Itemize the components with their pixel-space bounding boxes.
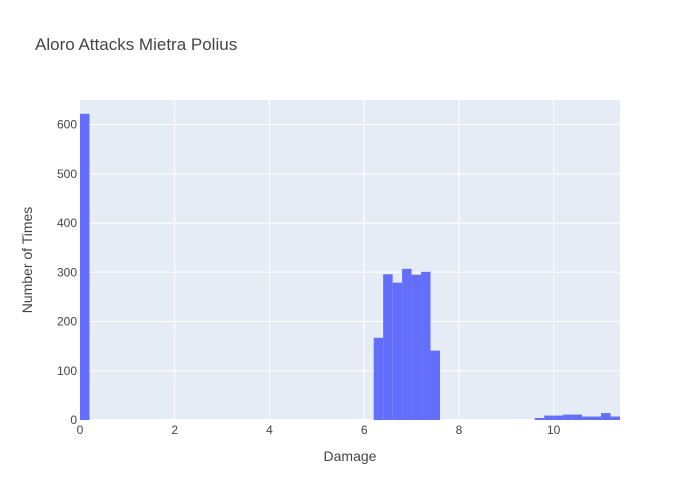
histogram-bar — [572, 414, 583, 420]
plot-area — [80, 100, 620, 420]
chart-title: Aloro Attacks Mietra Polius — [35, 35, 237, 54]
x-tick-label: 6 — [361, 423, 368, 437]
histogram-bar — [553, 415, 564, 420]
x-tick-label: 10 — [547, 423, 561, 437]
y-tick-label: 100 — [57, 364, 77, 378]
x-tick-label: 8 — [456, 423, 463, 437]
histogram-bar — [430, 350, 440, 420]
x-tick-label: 4 — [266, 423, 273, 437]
y-tick-label: 0 — [70, 413, 77, 427]
histogram-bar — [601, 413, 611, 420]
y-tick-label: 500 — [57, 167, 77, 181]
histogram-bar — [383, 274, 393, 420]
x-tick-label: 2 — [171, 423, 178, 437]
histogram-bar — [534, 418, 545, 420]
x-axis-title: Damage — [324, 448, 377, 464]
y-tick-label: 300 — [57, 265, 77, 279]
histogram-bar — [582, 416, 592, 420]
histogram-bar — [563, 414, 573, 420]
histogram-bar — [392, 282, 403, 420]
x-tick-label: 0 — [77, 423, 84, 437]
histogram-bar — [591, 416, 602, 420]
y-axis-ticks: 0 100 200 300 400 500 600 — [57, 118, 77, 427]
gridlines — [80, 100, 620, 421]
x-axis-ticks: 0 2 4 6 8 10 — [77, 423, 561, 437]
bars — [80, 113, 620, 421]
y-tick-label: 400 — [57, 216, 77, 230]
histogram-bar — [610, 416, 620, 420]
histogram-bar — [421, 271, 431, 420]
y-axis-title: Number of Times — [19, 207, 35, 314]
histogram-bar — [373, 337, 384, 420]
histogram-bar — [80, 113, 90, 421]
histogram-bar — [544, 415, 554, 420]
histogram-bar — [411, 274, 422, 420]
y-tick-label: 600 — [57, 118, 77, 132]
histogram-bar — [402, 268, 412, 420]
y-tick-label: 200 — [57, 315, 77, 329]
